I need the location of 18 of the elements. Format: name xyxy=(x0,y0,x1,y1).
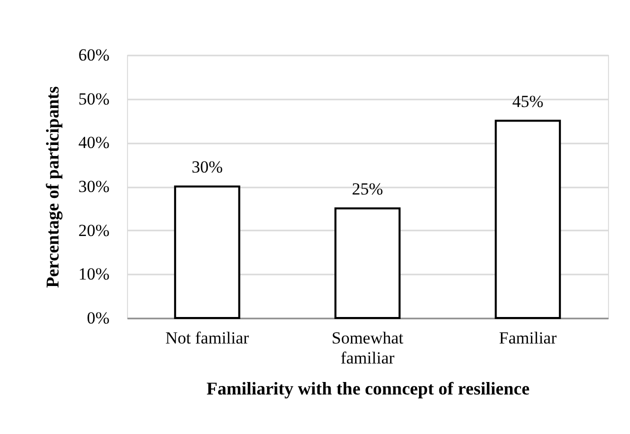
bar xyxy=(334,207,401,319)
y-tick-label: 0% xyxy=(86,308,110,328)
y-tick-label: 10% xyxy=(78,264,110,284)
y-tick-label: 50% xyxy=(78,89,110,108)
y-tick-label: 20% xyxy=(78,220,110,240)
x-tick-label: Familiar xyxy=(499,328,557,348)
y-tick-label: 30% xyxy=(78,177,110,196)
data-label: 30% xyxy=(192,158,223,176)
y-tick-label: 60% xyxy=(78,46,110,64)
data-label: 45% xyxy=(512,92,544,111)
data-label: 25% xyxy=(352,179,384,198)
bar xyxy=(494,120,561,319)
bar xyxy=(174,186,240,319)
x-tick-label: Somewhat familiar xyxy=(332,328,404,368)
x-tick-label: Not familiar xyxy=(165,328,250,348)
x-axis-title: Familiarity with the conncept of resilience xyxy=(206,378,530,398)
y-tick-label: 40% xyxy=(78,133,110,152)
y-axis-title: Percentage of participants xyxy=(42,86,62,288)
